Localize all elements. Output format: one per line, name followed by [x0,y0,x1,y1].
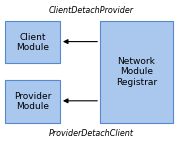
Text: Network
Module
Registrar: Network Module Registrar [116,57,157,87]
FancyBboxPatch shape [5,21,60,63]
FancyBboxPatch shape [100,21,173,123]
Text: ProviderDetachClient: ProviderDetachClient [48,129,134,138]
Text: Client
Module: Client Module [16,33,49,52]
Text: ClientDetachProvider: ClientDetachProvider [48,6,134,15]
Text: Provider
Module: Provider Module [14,92,52,111]
FancyBboxPatch shape [5,80,60,123]
